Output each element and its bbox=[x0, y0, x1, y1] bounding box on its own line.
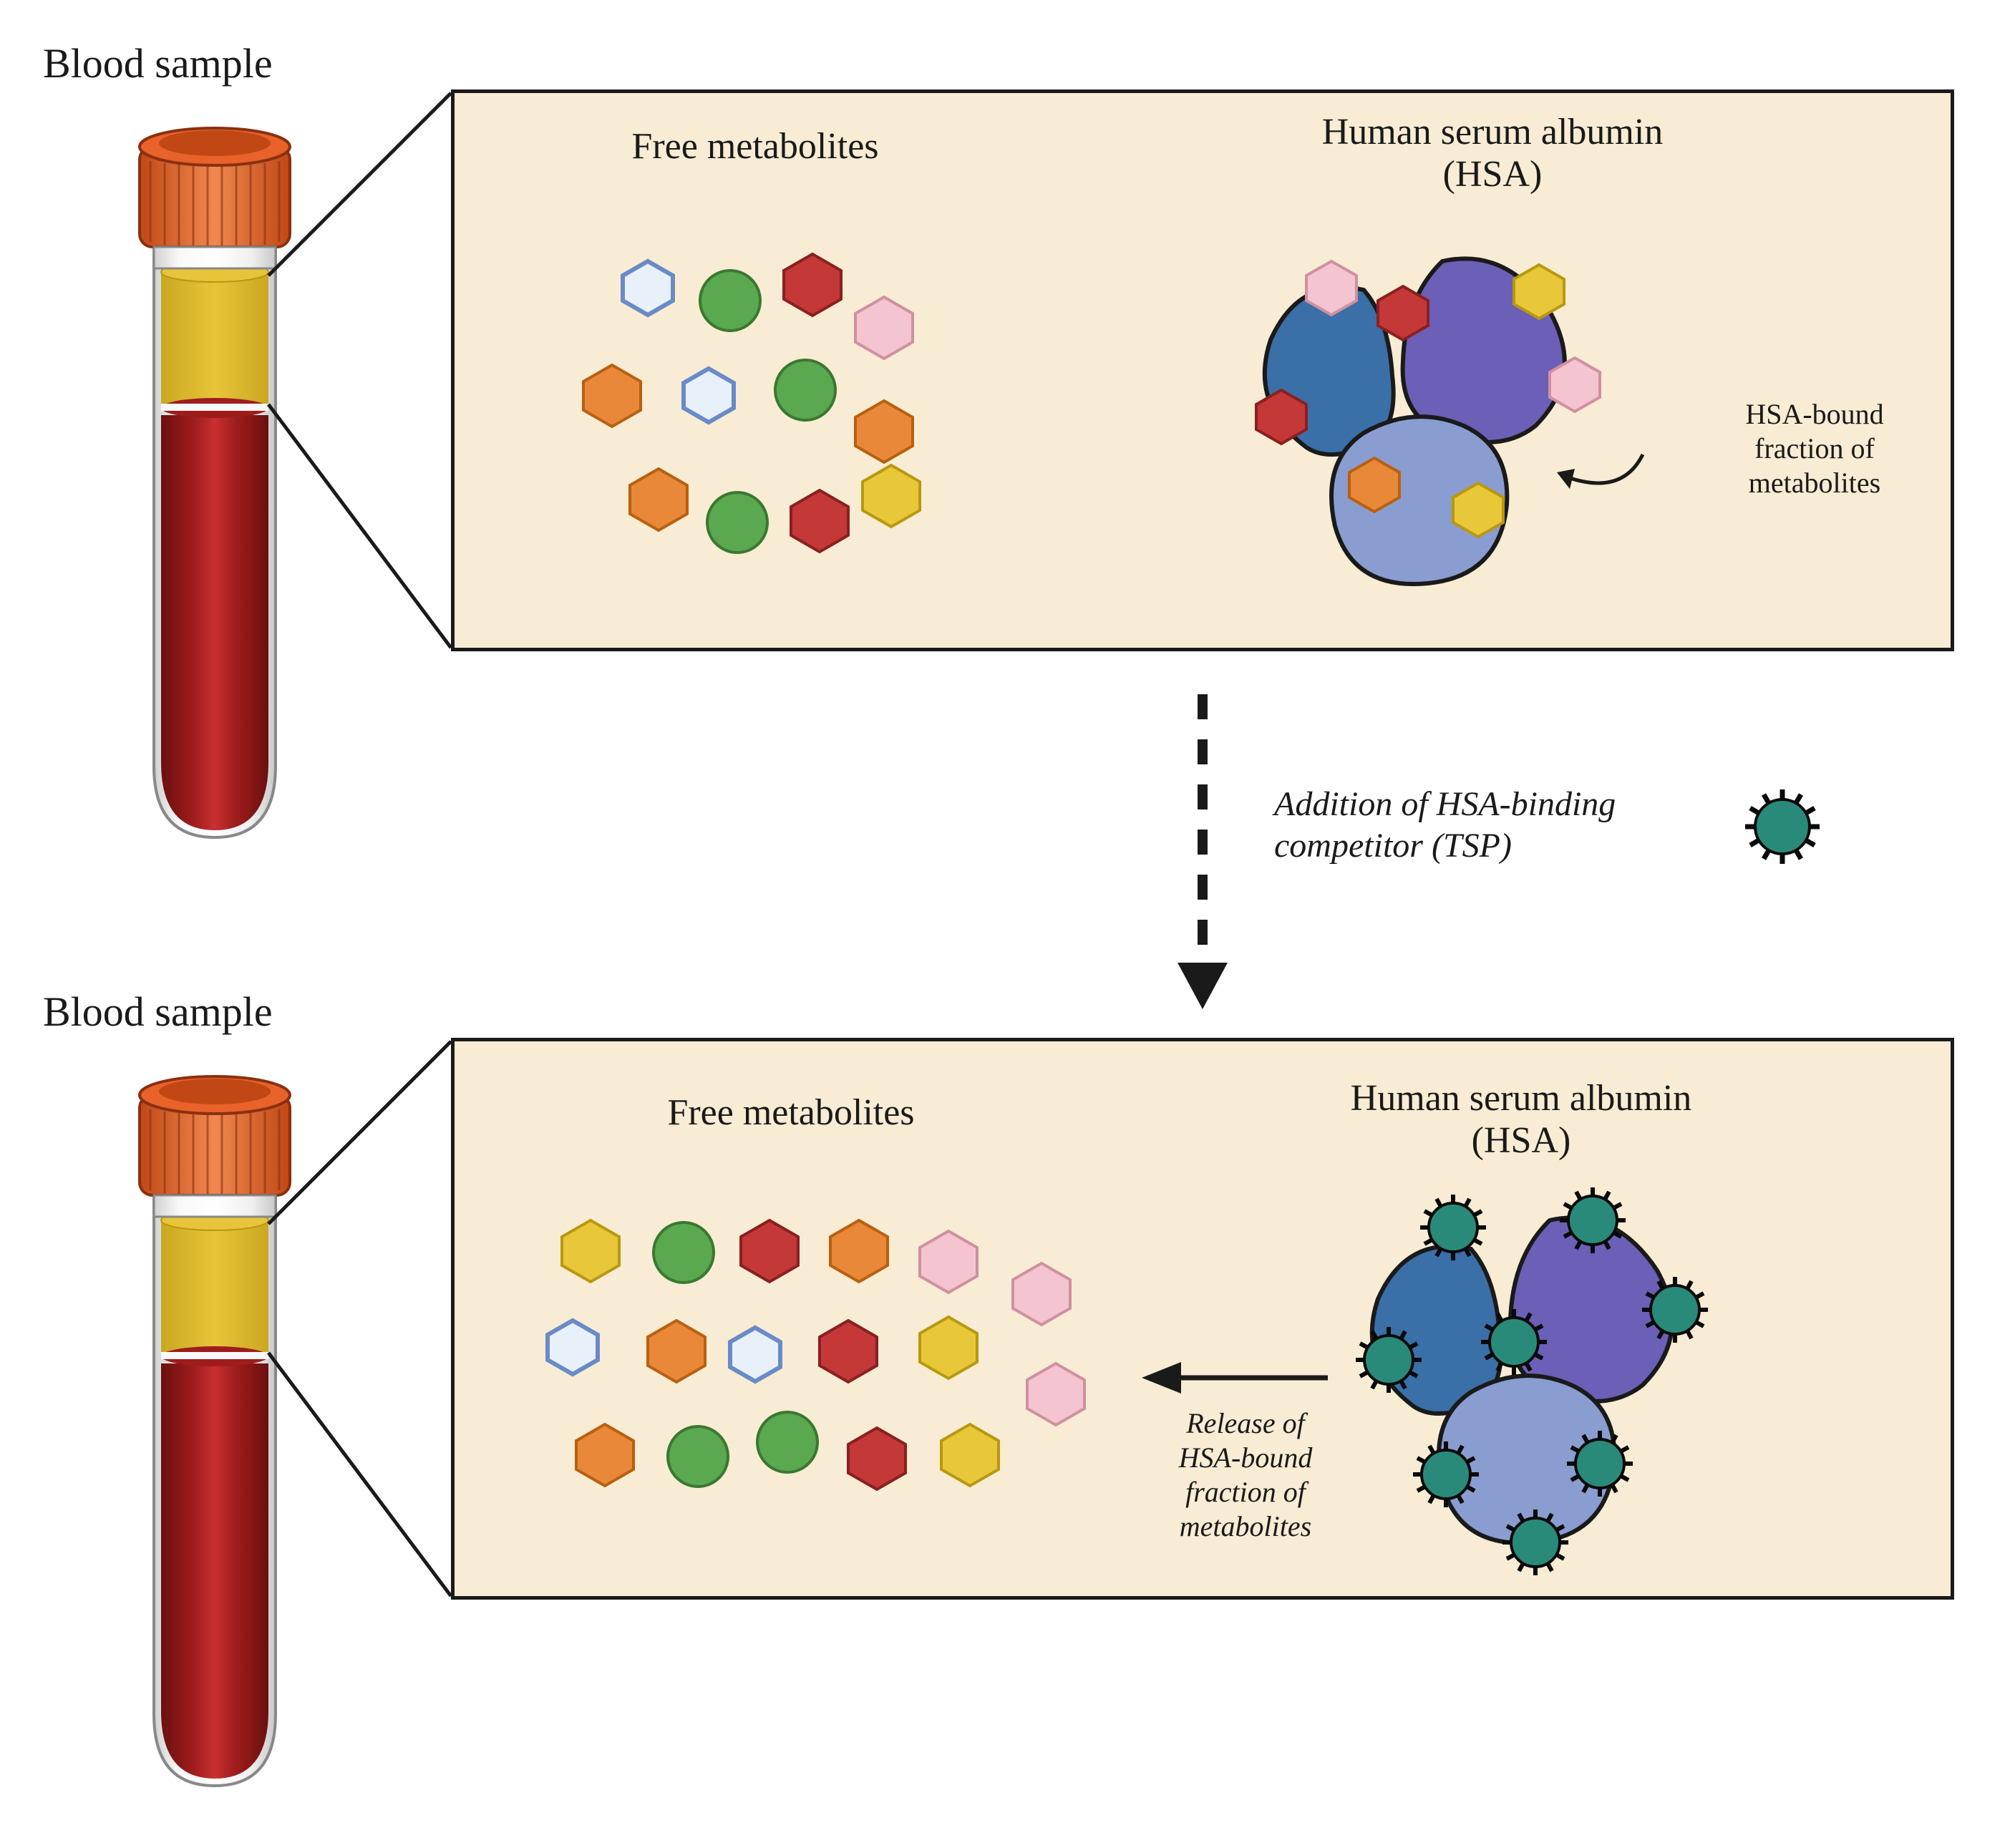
tsp-icon-legend bbox=[1739, 784, 1825, 870]
free-metabolites-label-top: Free metabolites bbox=[591, 125, 920, 167]
bottom-section-label: Blood sample bbox=[43, 988, 273, 1036]
hsa-protein-bottom bbox=[1328, 1177, 1829, 1607]
bottom-panel: Free metabolites Human serum albumin (HS… bbox=[451, 1038, 1954, 1600]
release-arrow bbox=[1135, 1349, 1342, 1406]
hsa-label-top: Human serum albumin (HSA) bbox=[1263, 111, 1722, 195]
free-metabolites-bottom-cluster bbox=[512, 1170, 1156, 1571]
top-section-label: Blood sample bbox=[43, 39, 273, 87]
arrow-label-l1: Addition of HSA-binding bbox=[1274, 785, 1616, 823]
hsa-label-bottom: Human serum albumin (HSA) bbox=[1292, 1077, 1750, 1162]
arrow-label-l2: competitor (TSP) bbox=[1274, 827, 1512, 865]
hsa-bound-l2: fraction of bbox=[1754, 432, 1875, 465]
release-label: Release of HSA-bound fraction of metabol… bbox=[1152, 1406, 1339, 1544]
arrow-label: Addition of HSA-binding competitor (TSP) bbox=[1274, 784, 1718, 866]
top-panel: Free metabolites Human serum albumin (HS… bbox=[451, 89, 1954, 651]
hsa-protein-top bbox=[1220, 218, 1722, 633]
release-l4: metabolites bbox=[1180, 1510, 1311, 1542]
hsa-bottom-l1: Human serum albumin bbox=[1351, 1078, 1692, 1119]
hsa-bound-l3: metabolites bbox=[1749, 467, 1880, 499]
hsa-bound-l1: HSA-bound bbox=[1745, 398, 1883, 430]
release-l2: HSA-bound bbox=[1179, 1441, 1313, 1474]
release-l1: Release of bbox=[1186, 1407, 1305, 1439]
hsa-bound-label: HSA-bound fraction of metabolites bbox=[1714, 397, 1915, 500]
hsa-top-line1: Human serum albumin bbox=[1322, 112, 1664, 152]
dashed-arrow-down bbox=[1160, 680, 1246, 1023]
hsa-top-line2: (HSA) bbox=[1443, 154, 1543, 195]
release-l3: fraction of bbox=[1185, 1476, 1306, 1508]
hsa-bottom-l2: (HSA) bbox=[1472, 1120, 1571, 1161]
free-metabolites-top-cluster bbox=[548, 204, 977, 605]
free-metabolites-label-bottom: Free metabolites bbox=[626, 1091, 956, 1134]
